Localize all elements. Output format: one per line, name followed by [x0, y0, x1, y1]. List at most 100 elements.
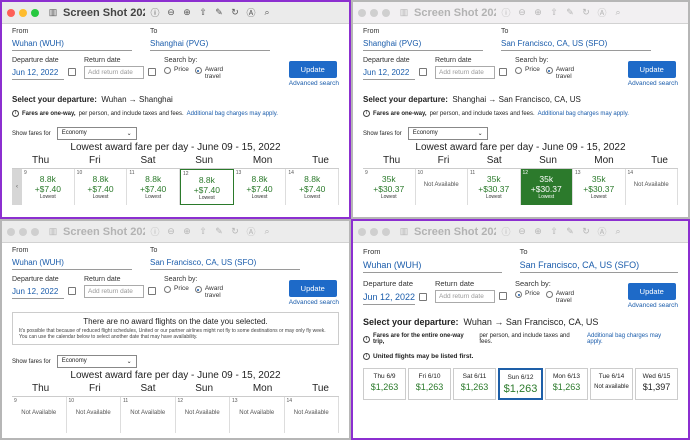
departure-date-field[interactable]: Departure date Jun 12, 2022: [12, 276, 76, 299]
zoom-out-icon[interactable]: ⊖: [518, 7, 526, 17]
window-shanghai-sfo[interactable]: ▥ Screen Shot 2022-... ⓘ ⊖ ⊕ ⇧ ✎ ↻ Ⓐ ⌕ F…: [351, 0, 690, 219]
bag-charges-link[interactable]: Additional bag charges may apply.: [537, 110, 629, 117]
from-field[interactable]: From Wuhan (WUH): [12, 28, 132, 51]
rotate-icon[interactable]: ↻: [231, 226, 239, 236]
share-icon[interactable]: ⇧: [550, 7, 558, 17]
fare-cell[interactable]: 10 8.8k +$7.40 Lowest: [75, 169, 128, 205]
day-fare-selected[interactable]: Sun 6/12 $1,263: [498, 368, 543, 400]
update-button[interactable]: Update: [288, 280, 337, 297]
return-date-field[interactable]: Return date Add return date: [435, 279, 507, 303]
rotate-icon[interactable]: ↻: [582, 226, 590, 236]
return-date-field[interactable]: Return date Add return date: [435, 57, 507, 79]
day-fare[interactable]: Sat 6/11 $1,263: [453, 368, 496, 400]
day-fare[interactable]: Mon 6/13 $1,263: [545, 368, 588, 400]
departure-date-field[interactable]: Departure date Jun 12, 2022: [363, 279, 427, 305]
fare-cell-unavailable[interactable]: 14 Not Available: [626, 169, 678, 205]
fare-cell[interactable]: 9 8.8k +$7.40 Lowest: [22, 169, 75, 205]
day-fare[interactable]: Thu 6/9 $1,263: [363, 368, 406, 400]
advanced-search-link[interactable]: Advanced search: [288, 80, 339, 87]
search-icon[interactable]: ⌕: [615, 7, 621, 17]
award-radio[interactable]: Award travel: [545, 66, 582, 80]
fare-cell-unavailable[interactable]: 9 Not Available: [12, 397, 67, 433]
to-field[interactable]: To Shanghai (PVG): [150, 28, 270, 51]
close-icon[interactable]: [7, 8, 15, 17]
bag-charges-link[interactable]: Additional bag charges may apply.: [587, 333, 662, 345]
bag-charges-link[interactable]: Additional bag charges may apply.: [186, 110, 278, 117]
update-button[interactable]: Update: [288, 61, 337, 78]
calendar-icon[interactable]: [499, 291, 507, 300]
return-date-field[interactable]: Return date Add return date: [84, 276, 156, 298]
calendar-icon[interactable]: [419, 292, 427, 301]
sidebar-icon[interactable]: ▥: [48, 7, 58, 17]
pen-icon[interactable]: ✎: [566, 226, 574, 236]
close-icon[interactable]: [358, 227, 366, 236]
zoom-out-icon[interactable]: ⊖: [167, 7, 175, 17]
minimize-icon[interactable]: [19, 227, 27, 236]
zoom-in-icon[interactable]: ⊕: [534, 226, 542, 236]
info-icon[interactable]: ⓘ: [150, 227, 160, 237]
advanced-search-link[interactable]: Advanced search: [627, 80, 678, 87]
fare-cell-selected[interactable]: 12 35k +$30.37 Lowest: [520, 169, 573, 205]
markup-icon[interactable]: Ⓐ: [246, 227, 256, 237]
window-controls[interactable]: [358, 227, 390, 236]
award-radio[interactable]: Award travel: [545, 290, 582, 304]
share-icon[interactable]: ⇧: [199, 226, 207, 236]
cabin-select[interactable]: Economy ⌄: [56, 127, 137, 140]
to-field[interactable]: To San Francisco, CA, US (SFO): [519, 247, 678, 273]
fare-cell-unavailable[interactable]: 11 Not Available: [121, 397, 176, 433]
markup-icon[interactable]: Ⓐ: [597, 8, 607, 18]
share-icon[interactable]: ⇧: [550, 226, 558, 236]
to-field[interactable]: To San Francisco, CA, US (SFO): [150, 247, 300, 270]
pen-icon[interactable]: ✎: [215, 7, 223, 17]
zoom-out-icon[interactable]: ⊖: [518, 226, 526, 236]
fare-cell[interactable]: 11 35k +$30.37 Lowest: [468, 169, 521, 205]
fare-cell-unavailable[interactable]: 10 Not Available: [67, 397, 121, 433]
zoom-icon[interactable]: [31, 227, 39, 236]
day-fare[interactable]: Wed 6/15 $1,397: [635, 368, 678, 400]
fare-cell-unavailable[interactable]: 13 Not Available: [230, 397, 285, 433]
info-icon[interactable]: ⓘ: [501, 227, 511, 237]
zoom-out-icon[interactable]: ⊖: [167, 226, 175, 236]
zoom-in-icon[interactable]: ⊕: [183, 7, 191, 17]
window-controls[interactable]: [358, 8, 390, 17]
calendar-icon[interactable]: [68, 287, 76, 295]
window-controls[interactable]: [7, 8, 39, 17]
minimize-icon[interactable]: [370, 8, 378, 17]
zoom-icon[interactable]: [382, 8, 390, 17]
zoom-icon[interactable]: [382, 227, 390, 236]
zoom-in-icon[interactable]: ⊕: [183, 226, 191, 236]
info-icon[interactable]: ⓘ: [150, 8, 160, 18]
calendar-icon[interactable]: [419, 68, 427, 76]
update-button[interactable]: Update: [627, 61, 676, 78]
rotate-icon[interactable]: ↻: [582, 7, 590, 17]
fare-cell-unavailable[interactable]: 12 Not Available: [176, 397, 230, 433]
advanced-search-link[interactable]: Advanced search: [627, 302, 678, 309]
fare-cell[interactable]: 11 8.8k +$7.40 Lowest: [127, 169, 181, 205]
price-radio[interactable]: Price: [164, 285, 189, 299]
price-radio[interactable]: Price: [164, 66, 189, 80]
zoom-icon[interactable]: [31, 8, 39, 17]
fare-cell[interactable]: 14 8.8k +$7.40 Lowest: [286, 169, 340, 205]
to-field[interactable]: To San Francisco, CA, US (SFO): [501, 28, 651, 51]
calendar-icon[interactable]: [148, 67, 156, 76]
markup-icon[interactable]: Ⓐ: [246, 8, 256, 18]
sidebar-icon[interactable]: ▥: [399, 226, 409, 236]
close-icon[interactable]: [358, 8, 366, 17]
from-field[interactable]: From Wuhan (WUH): [363, 247, 502, 273]
calendar-icon[interactable]: [148, 286, 156, 295]
minimize-icon[interactable]: [19, 8, 27, 17]
search-icon[interactable]: ⌕: [615, 226, 621, 236]
price-radio[interactable]: Price: [515, 290, 540, 304]
pen-icon[interactable]: ✎: [215, 226, 223, 236]
departure-date-field[interactable]: Departure date Jun 12, 2022: [363, 57, 427, 80]
from-field[interactable]: From Shanghai (PVG): [363, 28, 483, 51]
fare-cell[interactable]: 13 8.8k +$7.40 Lowest: [234, 169, 287, 205]
departure-date-field[interactable]: Departure date Jun 12, 2022: [12, 57, 76, 80]
fare-cell[interactable]: 13 35k +$30.37 Lowest: [573, 169, 626, 205]
day-fare[interactable]: Fri 6/10 $1,263: [408, 368, 451, 400]
search-icon[interactable]: ⌕: [264, 226, 270, 236]
window-controls[interactable]: [7, 227, 39, 236]
calendar-icon[interactable]: [68, 68, 76, 76]
window-wuhan-sfo-award[interactable]: ▥ Screen Shot 2022-... ⓘ ⊖ ⊕ ⇧ ✎ ↻ Ⓐ ⌕ F…: [0, 219, 351, 440]
search-icon[interactable]: ⌕: [264, 7, 270, 17]
